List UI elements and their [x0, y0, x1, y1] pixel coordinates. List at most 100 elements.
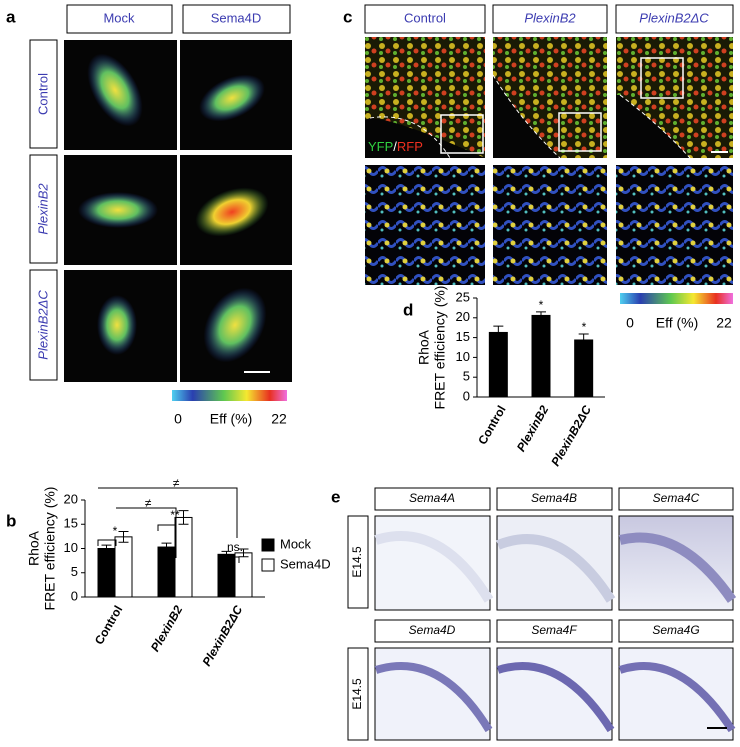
row-box [29, 154, 58, 264]
panel-letter: e [331, 487, 340, 506]
legend-swatch [261, 558, 275, 572]
gene-label: Sema4D [409, 623, 456, 637]
bracket [116, 507, 177, 558]
x-tick-label: Control [475, 403, 508, 447]
y-tick-label: 5 [463, 369, 470, 384]
panel-letter: c [343, 7, 352, 26]
ventricle [616, 95, 690, 158]
annotation: * [113, 524, 118, 538]
row-label: PlexinB2ΔC [35, 290, 50, 360]
y-tick-label: 20 [64, 491, 78, 506]
gene-label: Sema4F [531, 623, 577, 637]
section [496, 647, 613, 741]
header-box [374, 619, 491, 643]
bar [574, 339, 594, 398]
bar [234, 552, 253, 598]
row-label: PlexinB2 [35, 183, 50, 235]
section [618, 515, 734, 611]
y-tick-label: 20 [456, 309, 470, 324]
panel-e: Sema4A Sema4B Sema4C Sema4D Sema4F Sema4… [347, 487, 737, 741]
section [618, 647, 734, 741]
boundary [619, 94, 691, 159]
charts: 0 5 10 15 20 RhoA FRET efficiency (%) Control Pl… [26, 286, 605, 669]
tissue [374, 531, 494, 603]
bar [114, 536, 133, 598]
colorbar-max: 22 [271, 411, 287, 427]
section [496, 515, 613, 611]
stage-box [347, 647, 369, 741]
inset-box [558, 112, 602, 152]
annotation: ≠ [145, 496, 152, 510]
annotation: * [582, 320, 587, 334]
gene-label: Sema4B [531, 491, 577, 505]
error-bar [178, 510, 189, 525]
colorbar-label: Eff (%) [210, 411, 253, 427]
tissue [496, 662, 615, 733]
row-label: Control [35, 73, 50, 115]
bracket [157, 524, 177, 531]
header-box [182, 4, 291, 34]
x-tick-label: Control [92, 603, 125, 647]
error-bar [238, 548, 249, 558]
panel-letter: b [6, 511, 16, 530]
header-box [66, 4, 173, 34]
y-tick-label: 10 [64, 540, 78, 555]
colorbar [620, 293, 733, 304]
x-tick-label: PlexinB2ΔC [548, 403, 594, 469]
column-header: PlexinB2 [524, 10, 576, 25]
y-tick-label: 15 [456, 329, 470, 344]
annotation: ns. [227, 540, 243, 554]
cell [203, 287, 267, 363]
cell [195, 187, 269, 237]
y-tick-label: 10 [456, 349, 470, 364]
y-tick-label: 25 [456, 289, 470, 304]
row-box [29, 39, 58, 149]
boundary [369, 116, 451, 159]
y-axis-label: RhoA [416, 329, 432, 365]
header-box [618, 487, 734, 511]
inset-box [640, 57, 684, 99]
boundary [492, 74, 561, 159]
bar [217, 553, 236, 598]
error-bar [578, 333, 589, 347]
colorbar-max: 22 [716, 315, 732, 331]
stage-label: E14.5 [350, 546, 364, 578]
annotation: ≠ [173, 476, 180, 490]
y-tick-label: 0 [463, 388, 470, 403]
cell [199, 74, 265, 122]
bracket [97, 539, 117, 546]
micrograph [365, 165, 485, 285]
channel: / [393, 139, 397, 154]
row-box [29, 269, 58, 381]
gene-label: Sema4C [653, 491, 700, 505]
column-header: Sema4D [211, 10, 262, 25]
inset-box [440, 114, 484, 154]
gene-label: Sema4G [652, 623, 699, 637]
bar [174, 516, 193, 598]
ventricle [493, 75, 560, 158]
tissue [496, 534, 616, 603]
header-box [374, 487, 491, 511]
colorbar-min: 0 [626, 315, 634, 331]
y-tick-label: 0 [71, 588, 78, 603]
panel-letter: a [6, 7, 16, 26]
annotation: ** [170, 508, 180, 522]
tissue [618, 662, 736, 733]
y-axis-label: FRET efficiency (%) [42, 487, 58, 611]
colorbar [172, 390, 287, 401]
colorbar-label: Eff (%) [656, 315, 699, 331]
micrographs [64, 40, 292, 382]
error-bar [536, 311, 546, 320]
colorbar-min: 0 [174, 411, 182, 427]
legend-label: Sema4D [280, 556, 331, 571]
ventricle [365, 118, 485, 158]
header-box [492, 4, 608, 34]
micrograph [616, 165, 733, 285]
micrograph [493, 165, 607, 285]
tissue [374, 662, 493, 733]
column-header: Control [404, 10, 446, 25]
legend-label: Mock [280, 536, 312, 551]
x-tick-label: PlexinB2ΔC [200, 603, 246, 669]
error-bar [118, 531, 129, 543]
